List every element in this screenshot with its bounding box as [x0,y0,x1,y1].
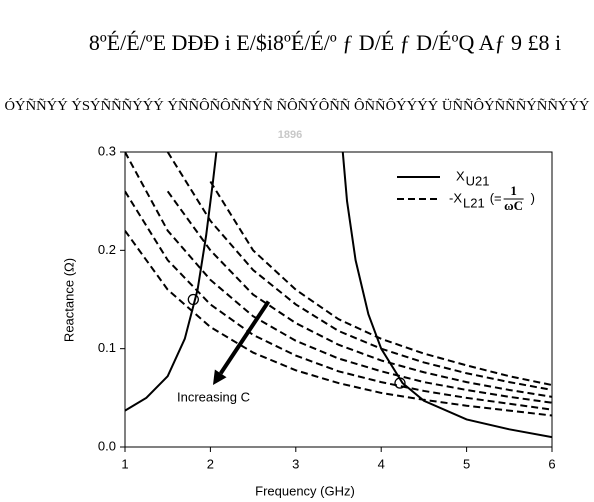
x-tick-label: 1 [121,456,128,471]
y-axis-label: Reactance (Ω) [61,258,76,342]
x-tick-label: 5 [463,456,470,471]
curve [125,152,552,404]
arrow-shaft [219,300,271,375]
x-tick-label: 2 [207,456,214,471]
y-tick-label: 0.3 [98,143,116,158]
plot-frame [124,151,553,448]
y-tick-label: 0.1 [98,340,116,355]
legend-label: -X [449,190,462,205]
annotation: Increasing C [177,389,250,404]
curve [166,190,552,398]
curve [209,180,552,387]
curve [125,190,552,411]
header-line: 8ºÉ/É/ºE DÐÐ i E/$i8ºÉ/É/º ƒ D/É ƒ D/ÉºQ… [89,30,561,55]
x-tick-label: 6 [548,456,555,471]
intersection-marker [394,377,406,389]
x-tick-label: 3 [292,456,299,471]
y-tick-label: 0.0 [98,438,116,453]
curve [166,152,552,391]
legend-subscript: U21 [466,173,490,188]
y-tick-label: 0.2 [98,242,116,257]
legend-note: (= [490,190,502,205]
x-tick-label: 4 [378,456,385,471]
intersection-marker [187,293,199,306]
legend-subscript: L21 [463,195,485,210]
arrow-head [212,369,227,386]
legend-fraction: 1 [510,183,517,198]
x-axis-label: Frequency (GHz) [255,483,355,498]
legend-note: ) [531,190,535,205]
legend-label: X [456,168,465,183]
legend-fraction: ωC [504,198,523,213]
curve [125,152,552,439]
curve [125,230,552,417]
header-line: ÓÝÑÑÝÝ ÝSÝÑÑÑÝÝÝ ÝÑÑÔÑÔÑÑÝÑ ÑÔÑÝÔÑÑ ÔÑÑÔ… [5,97,590,114]
watermark: 1896 [278,129,302,141]
